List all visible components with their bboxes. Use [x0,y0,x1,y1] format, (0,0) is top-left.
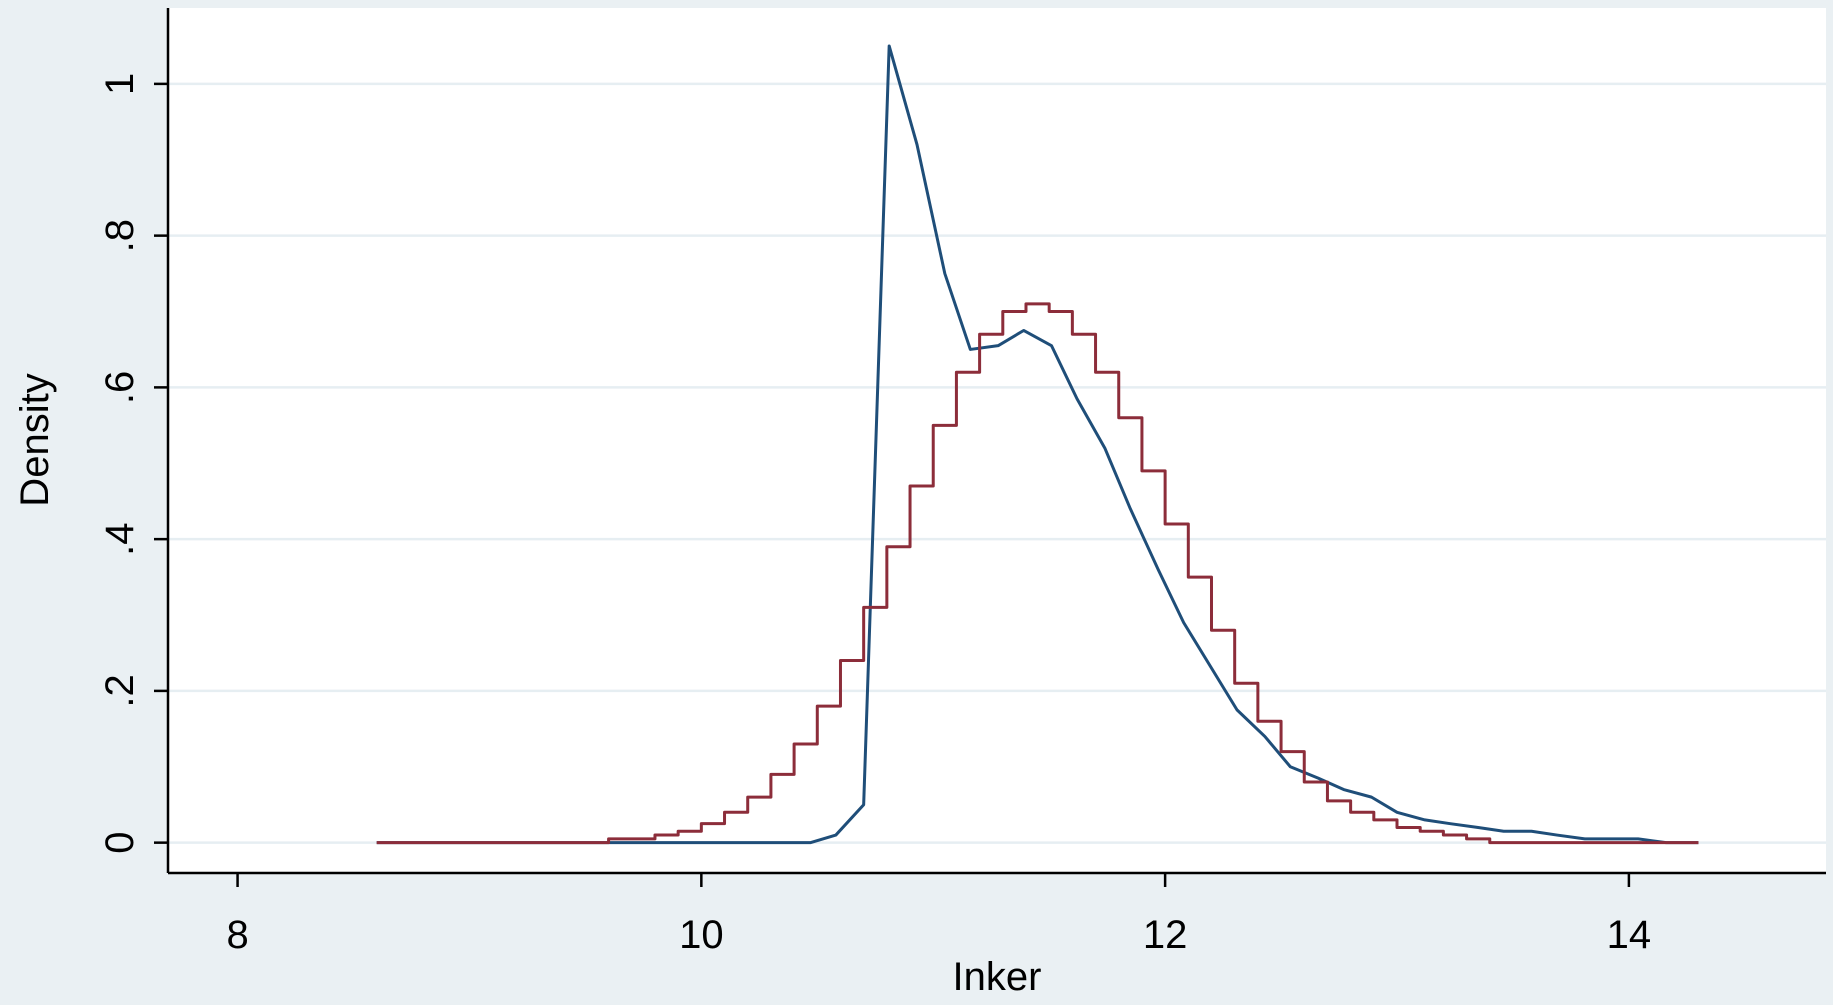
y-tick-label: .6 [98,371,142,404]
y-ticks: 0 .2 .4 .6 .8 1 [98,73,168,854]
y-tick-label: 0 [98,832,142,854]
x-tick-label: 14 [1607,913,1652,957]
series-layer [376,44,1699,845]
x-tick-label: 12 [1143,913,1188,957]
x-tick-label: 8 [226,913,248,957]
plot-area [168,8,1826,873]
y-tick-label: .8 [98,219,142,252]
x-axis-label: Inker [953,955,1042,999]
series-line-1 [376,44,1699,845]
y-axis-label: Density [13,373,57,506]
x-tick-label: 10 [679,913,724,957]
x-ticks: 8 10 12 14 [226,873,1651,957]
y-tick-label: .2 [98,674,142,707]
series-line-2 [376,302,1699,845]
y-tick-label: .4 [98,522,142,555]
y-tick-label: 1 [98,73,142,95]
